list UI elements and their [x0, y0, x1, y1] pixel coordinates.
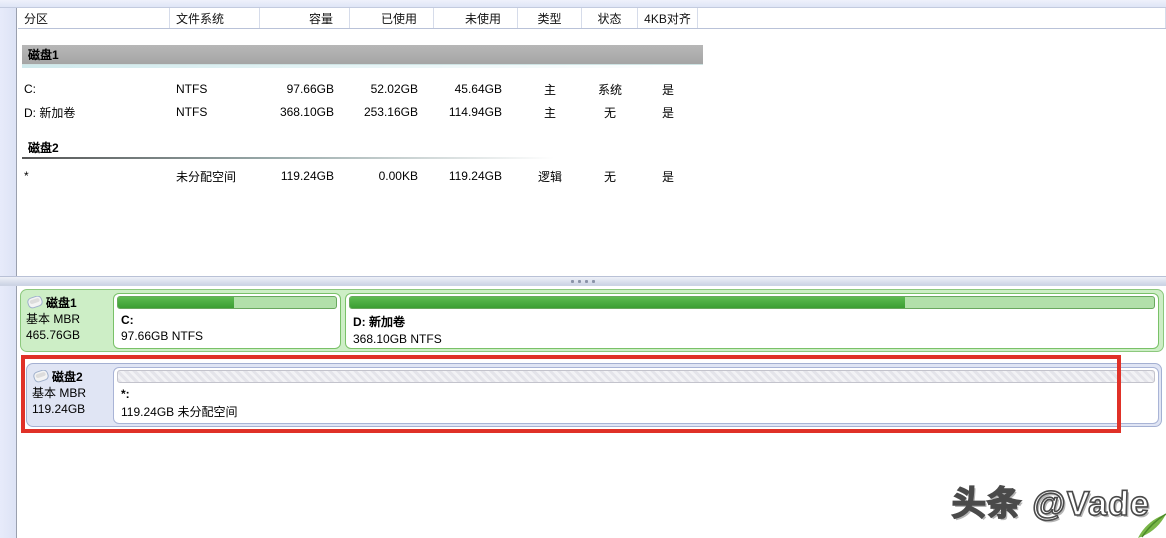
disk1-size: 465.76GB — [26, 327, 81, 342]
partition-title: D: 新加卷 — [353, 315, 405, 329]
usage-bar — [117, 296, 337, 309]
unallocated-bar — [117, 370, 1155, 383]
column-header-spacer — [698, 8, 1166, 28]
cell-partition: * — [24, 169, 29, 183]
disk1-label[interactable]: 磁盘1 基本 MBR 465.76GB — [26, 294, 112, 343]
window-left-strip — [0, 8, 17, 538]
cell-partition: C: — [24, 82, 36, 96]
disk1-scheme: 基本 MBR — [26, 311, 81, 326]
cell-used: 0.00KB — [378, 169, 418, 183]
cell-status: 系统 — [597, 82, 622, 97]
partition-block-d[interactable]: D: 新加卷 368.10GB NTFS — [345, 293, 1159, 349]
cell-type: 主 — [543, 82, 556, 97]
window-top-strip — [0, 0, 1166, 8]
disk1-name: 磁盘1 — [46, 295, 77, 310]
cell-type: 主 — [543, 105, 556, 120]
watermark-leaf-icon — [1138, 513, 1166, 538]
column-header-filesystem[interactable]: 文件系统 — [170, 8, 260, 28]
disk2-name: 磁盘2 — [52, 369, 83, 384]
column-header-type[interactable]: 类型 — [518, 8, 582, 28]
splitter-grip-icon — [571, 279, 574, 283]
column-header-used[interactable]: 已使用 — [350, 8, 434, 28]
disk-icon — [26, 295, 44, 309]
cell-used: 253.16GB — [363, 105, 418, 119]
partition-title: *: — [121, 387, 130, 401]
column-header-status[interactable]: 状态 — [582, 8, 638, 28]
disk2-size: 119.24GB — [32, 401, 86, 416]
table-row-d[interactable]: D: 新加卷 NTFS 368.10GB 253.16GB 114.94GB 主… — [18, 101, 704, 123]
disk2-label[interactable]: 磁盘2 基本 MBR 119.24GB — [32, 368, 118, 417]
partition-subtitle: 97.66GB NTFS — [121, 329, 204, 343]
cell-partition: D: 新加卷 — [24, 105, 76, 120]
panel-splitter[interactable] — [0, 276, 1166, 286]
cell-status: 无 — [603, 169, 616, 184]
disk2-scheme: 基本 MBR — [32, 385, 87, 400]
cell-aligned: 是 — [661, 169, 674, 184]
cell-aligned: 是 — [661, 82, 674, 97]
table-row-c[interactable]: C: NTFS 97.66GB 52.02GB 45.64GB 主 系统 是 — [18, 78, 704, 100]
partition-block-unallocated[interactable]: *: 119.24GB 未分配空间 — [113, 367, 1159, 424]
cell-free: 45.64GB — [454, 82, 502, 96]
cell-aligned: 是 — [661, 105, 674, 120]
cell-free: 119.24GB — [448, 169, 502, 183]
column-header-4kalign[interactable]: 4KB对齐 — [638, 8, 698, 28]
cell-filesystem: 未分配空间 — [176, 169, 237, 184]
partition-subtitle: 368.10GB NTFS — [353, 332, 442, 346]
partition-subtitle: 119.24GB 未分配空间 — [121, 405, 238, 419]
disk1-group-label: 磁盘1 — [28, 48, 59, 62]
usage-bar — [349, 296, 1155, 309]
usage-fill — [118, 297, 234, 308]
partition-title: C: — [121, 313, 134, 327]
table-row-unallocated[interactable]: * 未分配空间 119.24GB 0.00KB 119.24GB 逻辑 无 是 — [18, 165, 704, 187]
disk2-map-panel[interactable]: 磁盘2 基本 MBR 119.24GB *: 119.24GB 未分配空间 — [26, 363, 1162, 427]
cell-free: 114.94GB — [448, 105, 502, 119]
cell-filesystem: NTFS — [176, 82, 208, 96]
cell-used: 52.02GB — [370, 82, 418, 96]
disk1-map-panel[interactable]: 磁盘1 基本 MBR 465.76GB C: 97.66GB NTFS D: 新… — [20, 289, 1164, 352]
cell-type: 逻辑 — [537, 169, 562, 184]
usage-fill — [350, 297, 905, 308]
cell-status: 无 — [603, 105, 616, 120]
partition-table-header: 分区 文件系统 容量 已使用 未使用 类型 状态 4KB对齐 — [18, 8, 1166, 29]
cell-capacity: 97.66GB — [286, 82, 334, 96]
column-header-capacity[interactable]: 容量 — [260, 8, 350, 28]
column-header-partition[interactable]: 分区 — [18, 8, 170, 28]
disk2-group-label: 磁盘2 — [28, 140, 59, 155]
watermark-text: 头条 @Vade — [950, 484, 1151, 524]
cell-filesystem: NTFS — [176, 105, 208, 119]
cell-capacity: 368.10GB — [279, 105, 334, 119]
partition-block-c[interactable]: C: 97.66GB NTFS — [113, 293, 341, 349]
column-header-free[interactable]: 未使用 — [434, 8, 518, 28]
disk1-group-row[interactable]: 磁盘1 — [22, 45, 703, 68]
disk2-group-underline — [22, 157, 582, 159]
disk2-group-row[interactable]: 磁盘2 — [22, 137, 703, 159]
cell-capacity: 119.24GB — [280, 169, 334, 183]
disk-icon — [32, 369, 50, 383]
